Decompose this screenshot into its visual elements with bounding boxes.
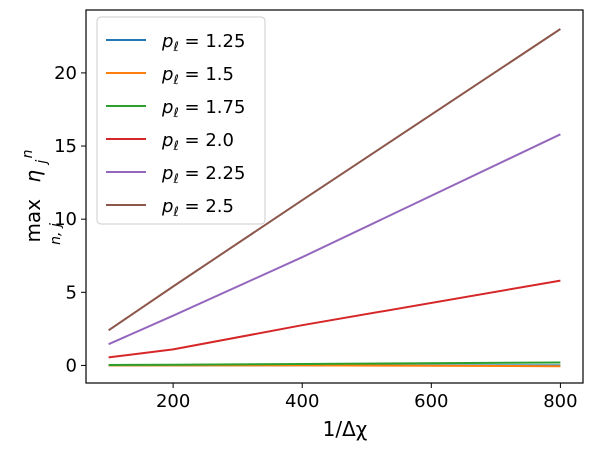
legend-label-4: pℓ = 2.0	[161, 130, 234, 154]
y-tick-label: 5	[66, 282, 77, 303]
series-layer	[108, 28, 561, 368]
legend-entries: pℓ = 1.25 pℓ = 1.5 pℓ = 1.75 pℓ = 2.0 pℓ = 2…	[106, 31, 245, 220]
y-tick-label: 10	[54, 209, 77, 230]
y-axis-label-superscript: n	[20, 149, 36, 158]
y-tick-label: 15	[54, 136, 77, 157]
y-axis-ticks: 0 5 10 15 20	[54, 63, 86, 376]
legend-label-6: pℓ = 2.5	[161, 196, 234, 220]
x-tick-label: 200	[156, 391, 190, 412]
series-line-4	[108, 279, 561, 359]
series-line-5	[108, 133, 561, 346]
y-axis-label-subscript: j	[34, 160, 50, 166]
legend: pℓ = 1.25 pℓ = 1.5 pℓ = 1.75 pℓ = 2.0 pℓ = 2…	[96, 16, 266, 225]
y-tick-label: 0	[66, 355, 77, 376]
series-line-3	[108, 361, 561, 366]
svg-text:max η j n: max η j n	[20, 149, 51, 242]
x-tick-label: 600	[414, 391, 448, 412]
y-axis-label-max: max	[21, 199, 45, 243]
legend-label-5: pℓ = 2.25	[161, 163, 245, 187]
y-tick-label: 20	[54, 63, 77, 84]
x-axis-label: 1/Δχ	[323, 417, 368, 441]
y-axis-label-symbol: η	[21, 170, 45, 183]
legend-label-2: pℓ = 1.5	[161, 64, 234, 88]
legend-label-1: pℓ = 1.25	[161, 31, 245, 55]
y-axis-label-under: n, j	[48, 223, 64, 245]
series-line-6	[108, 28, 561, 332]
x-tick-label: 400	[285, 391, 319, 412]
y-axis-label: max η j n n, j	[20, 149, 64, 244]
legend-label-3: pℓ = 1.75	[161, 97, 245, 121]
x-axis-ticks: 200 400 600 800	[156, 383, 578, 412]
plot-frame	[85, 9, 584, 384]
x-tick-label: 800	[543, 391, 577, 412]
